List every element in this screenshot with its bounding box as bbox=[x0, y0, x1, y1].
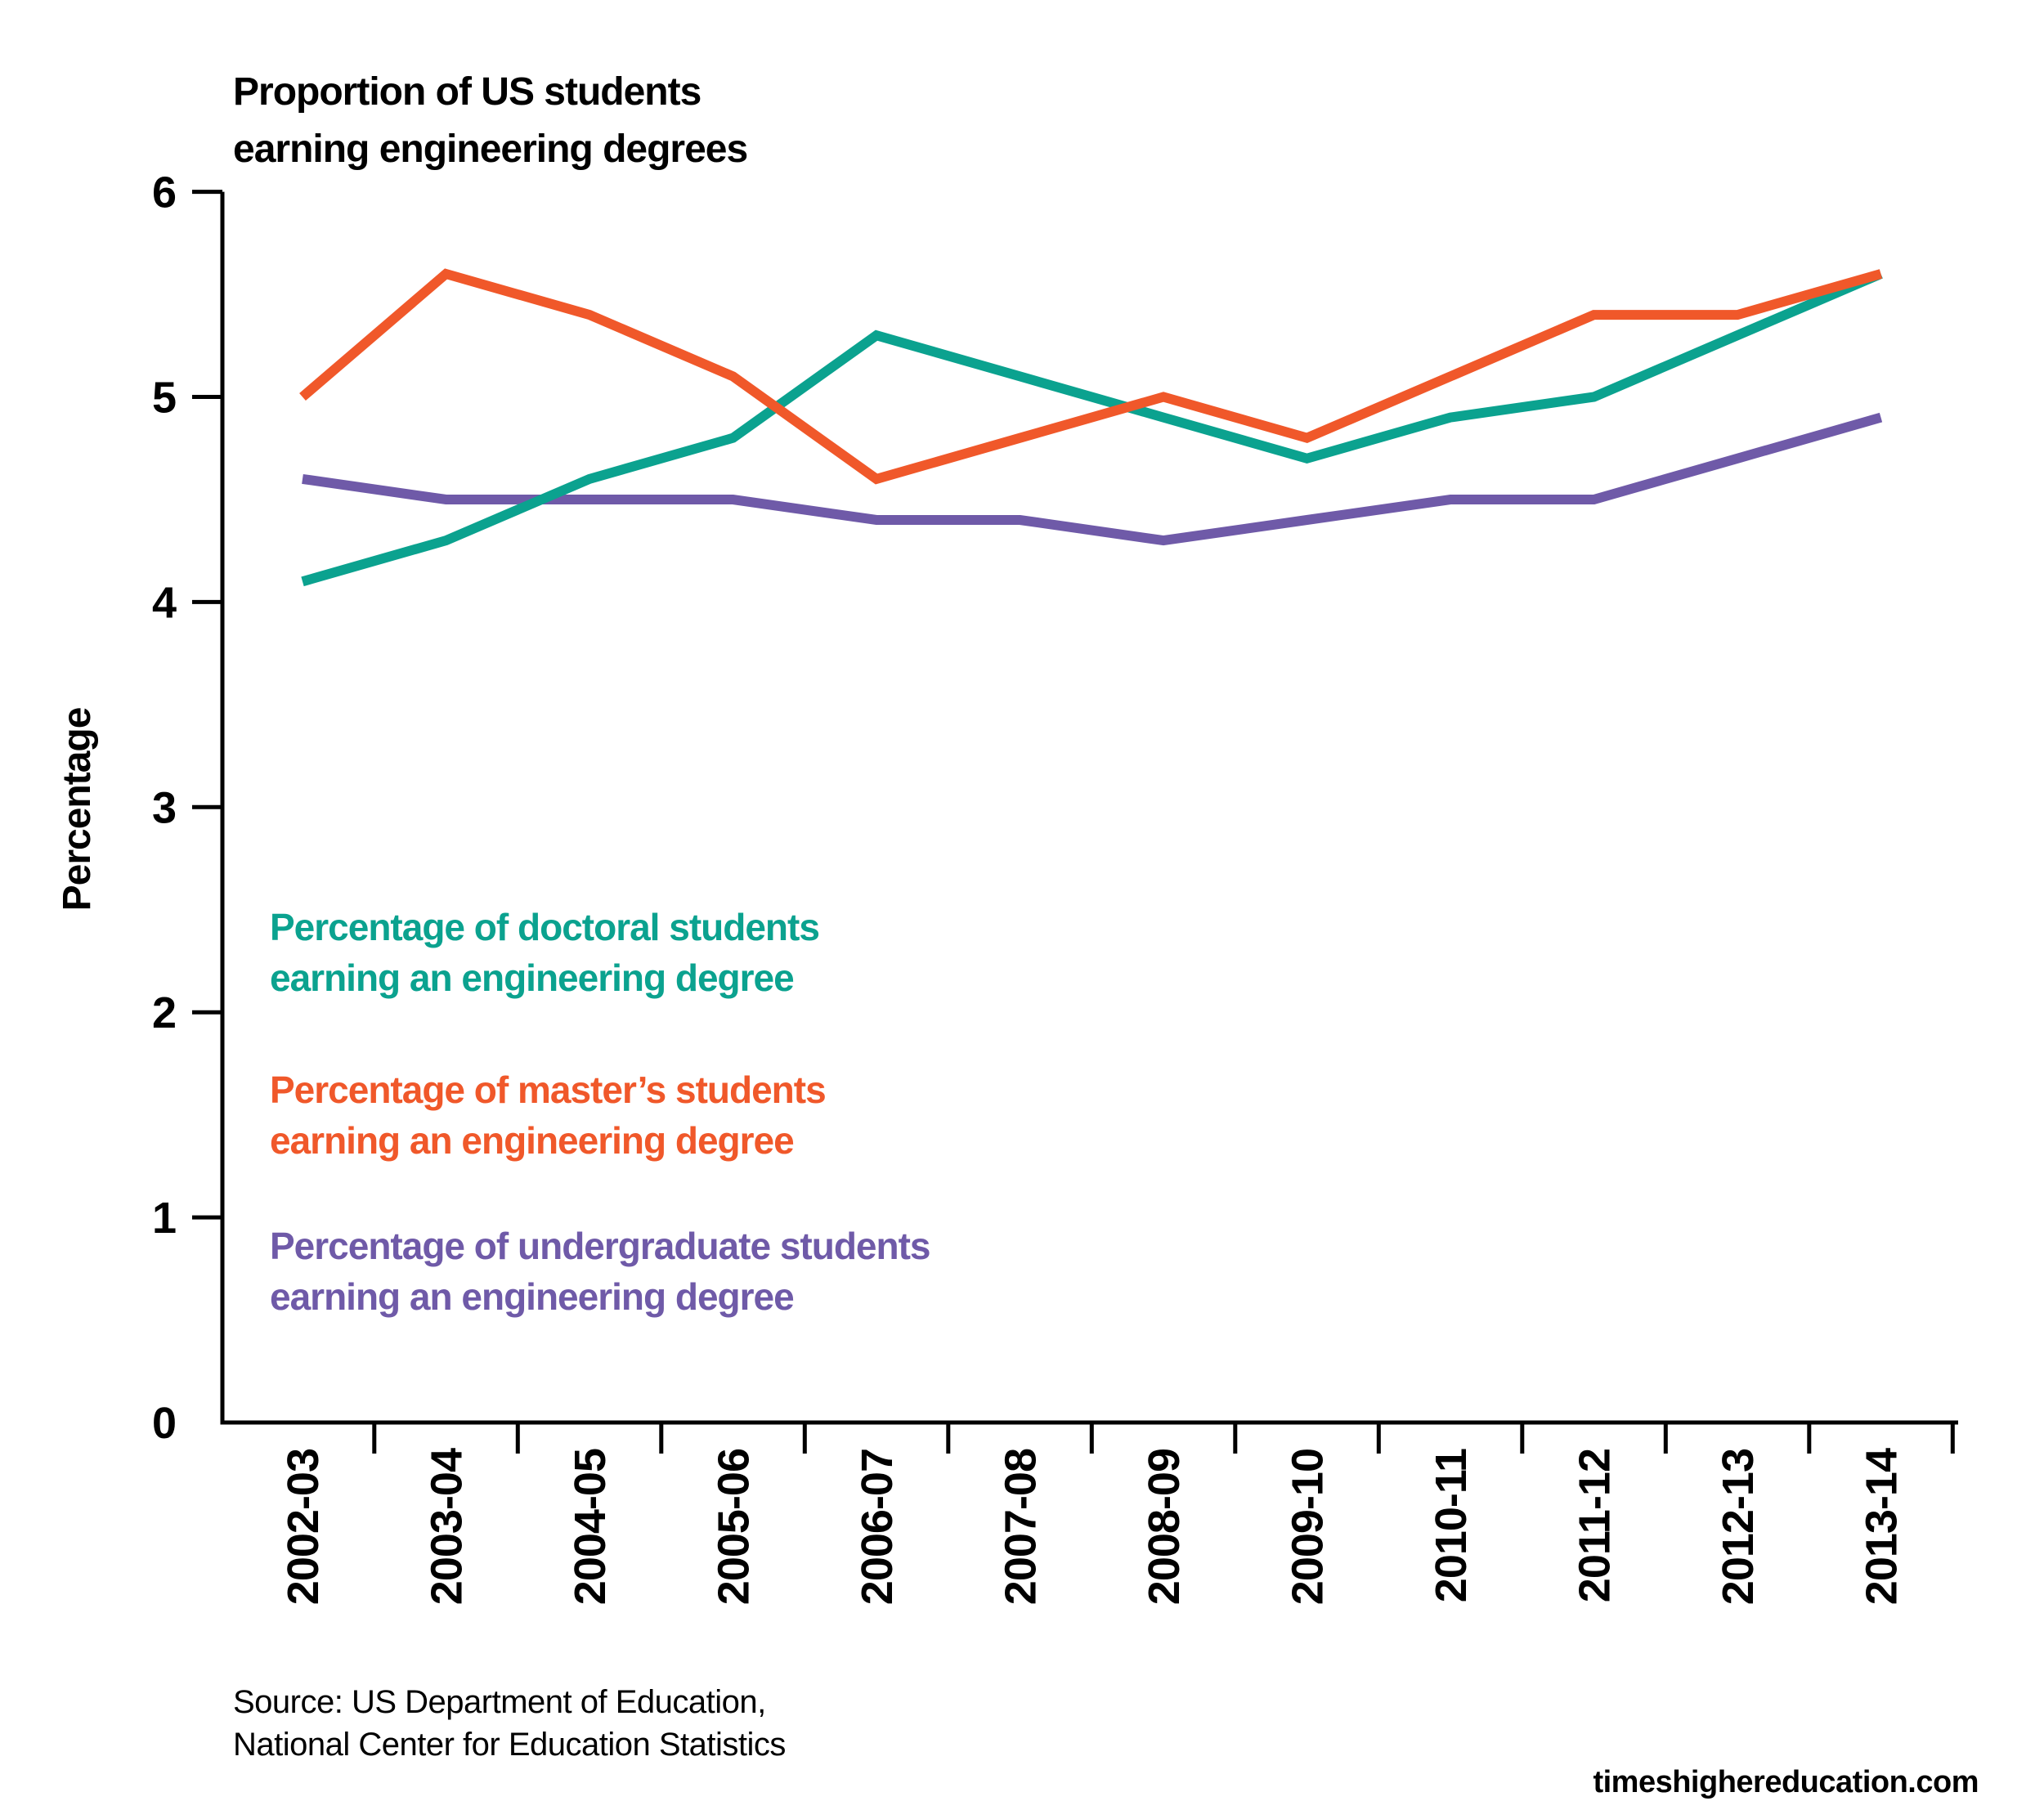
source-note-line1: Source: US Department of Education, bbox=[233, 1684, 766, 1720]
legend-masters-line1: Percentage of master’s students bbox=[270, 1069, 826, 1111]
x-tick-label: 2010-11 bbox=[1427, 1449, 1476, 1602]
legend-undergraduate-line2: earning an engineering degree bbox=[270, 1275, 794, 1318]
plot-area: 0 1 2 3 4 5 6 2002-03 2003-04 2004-05 2005-06 2006-… bbox=[152, 168, 1958, 1605]
legend-undergraduate-line1: Percentage of undergraduate students bbox=[270, 1225, 930, 1267]
chart-title-line2: earning engineering degrees bbox=[233, 128, 747, 171]
y-tick-label: 3 bbox=[152, 783, 176, 832]
y-tick-label: 2 bbox=[152, 988, 176, 1037]
x-tick-label: 2011-12 bbox=[1571, 1449, 1620, 1602]
x-tick-label: 2004-05 bbox=[566, 1449, 615, 1605]
source-note-line2: National Center for Education Statistics bbox=[233, 1727, 786, 1763]
line-doctoral bbox=[301, 269, 1883, 587]
x-tick-label: 2002-03 bbox=[279, 1449, 328, 1605]
x-tick-label: 2003-04 bbox=[423, 1448, 472, 1605]
legend-masters-line2: earning an engineering degree bbox=[270, 1119, 794, 1162]
y-tick-label: 4 bbox=[152, 578, 177, 627]
x-tick-label: 2013-14 bbox=[1858, 1448, 1907, 1605]
legend-doctoral-line1: Percentage of doctoral students bbox=[270, 906, 819, 948]
legend-doctoral-line2: earning an engineering degree bbox=[270, 957, 794, 999]
x-tick-label: 2009-10 bbox=[1284, 1449, 1333, 1605]
x-tick-label: 2008-09 bbox=[1140, 1449, 1189, 1605]
y-tick-label: 6 bbox=[152, 168, 176, 217]
x-tick-label: 2012-13 bbox=[1714, 1449, 1763, 1605]
line-undergraduate bbox=[302, 412, 1883, 546]
y-tick-label: 1 bbox=[152, 1194, 176, 1243]
chart-title-line1: Proportion of US students bbox=[233, 70, 701, 114]
x-tick-label: 2007-08 bbox=[997, 1449, 1046, 1605]
line-masters bbox=[299, 268, 1883, 485]
y-tick-label: 0 bbox=[152, 1399, 176, 1448]
y-axis-label: Percentage bbox=[56, 707, 99, 911]
site-watermark: timeshighereducation.com bbox=[1593, 1765, 1979, 1799]
x-tick-label: 2006-07 bbox=[853, 1449, 902, 1605]
x-tick-label: 2005-06 bbox=[710, 1449, 759, 1605]
y-tick-label: 5 bbox=[152, 374, 176, 423]
